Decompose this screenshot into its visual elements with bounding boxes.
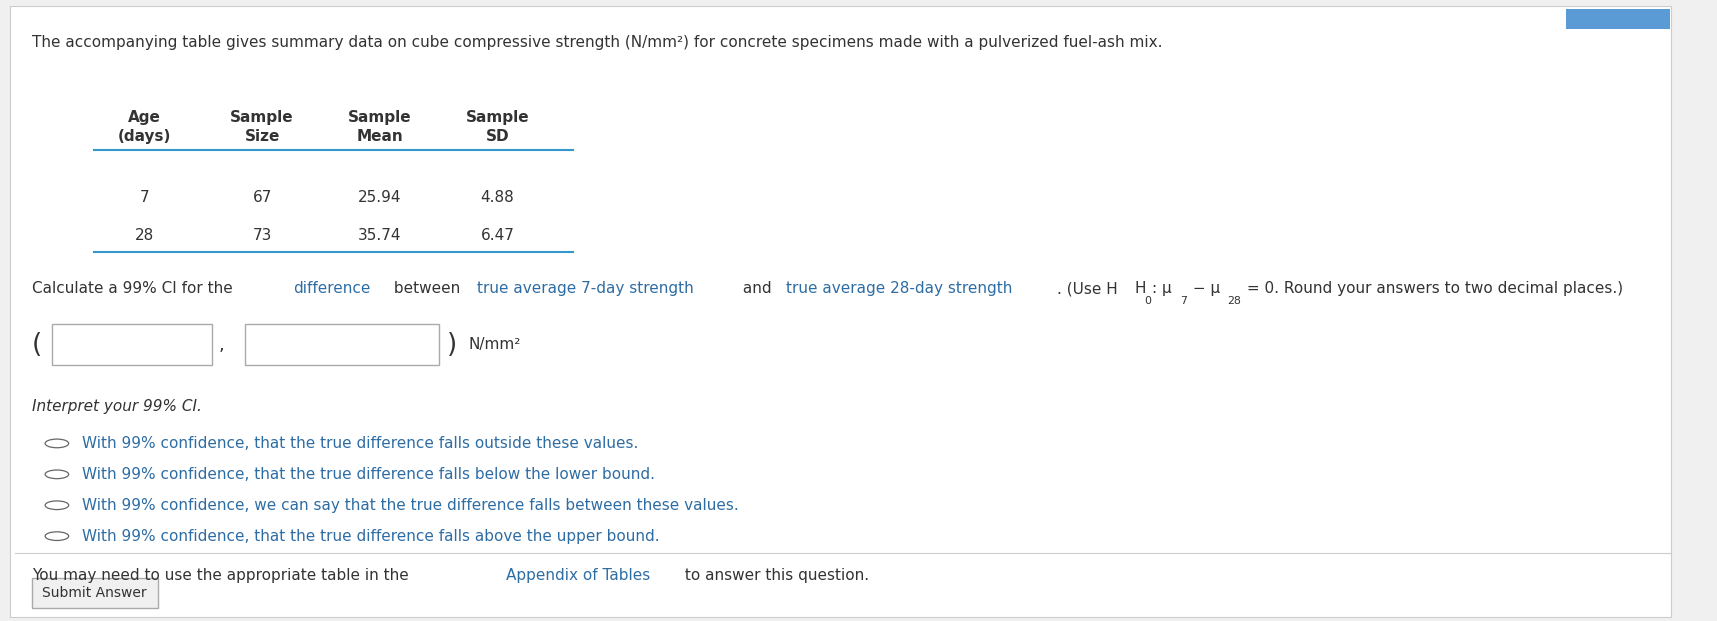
Text: = 0. Round your answers to two decimal places.): = 0. Round your answers to two decimal p… [1243,281,1624,296]
Text: With 99% confidence, that the true difference falls above the upper bound.: With 99% confidence, that the true diffe… [82,528,659,543]
Text: 7: 7 [139,191,149,206]
Text: . (Use H: . (Use H [1056,281,1118,296]
Text: H: H [1135,281,1145,296]
Text: Appendix of Tables: Appendix of Tables [505,568,649,582]
Text: difference: difference [294,281,371,296]
Text: 6.47: 6.47 [481,227,515,243]
Text: 7: 7 [1181,296,1188,306]
Text: With 99% confidence, that the true difference falls below the lower bound.: With 99% confidence, that the true diffe… [82,467,656,482]
FancyBboxPatch shape [246,324,438,365]
Circle shape [45,439,69,448]
Text: : μ: : μ [1152,281,1171,296]
Text: Submit Answer: Submit Answer [43,586,148,600]
Text: Calculate a 99% CI for the: Calculate a 99% CI for the [31,281,237,296]
Text: 25.94: 25.94 [359,191,402,206]
Text: ): ) [446,332,457,358]
Text: and: and [738,281,776,296]
Text: 28: 28 [134,227,155,243]
Text: ,: , [218,335,225,353]
Text: true average 28-day strength: true average 28-day strength [786,281,1013,296]
Text: With 99% confidence, we can say that the true difference falls between these val: With 99% confidence, we can say that the… [82,498,738,513]
Text: With 99% confidence, that the true difference falls outside these values.: With 99% confidence, that the true diffe… [82,436,639,451]
Circle shape [45,470,69,479]
Text: Sample
Size: Sample Size [230,110,294,143]
Text: Age
(days): Age (days) [118,110,172,143]
FancyBboxPatch shape [52,324,211,365]
Text: Sample
Mean: Sample Mean [349,110,412,143]
Circle shape [45,501,69,510]
Text: 73: 73 [252,227,271,243]
Text: Sample
SD: Sample SD [465,110,529,143]
Text: 28: 28 [1228,296,1241,306]
Text: Interpret your 99% CI.: Interpret your 99% CI. [31,399,201,414]
Text: between: between [390,281,465,296]
Text: N/mm²: N/mm² [469,337,522,352]
Text: − μ: − μ [1188,281,1221,296]
Text: (: ( [31,332,41,358]
Text: to answer this question.: to answer this question. [680,568,869,582]
Text: 35.74: 35.74 [359,227,402,243]
Text: The accompanying table gives summary data on cube compressive strength (N/mm²) f: The accompanying table gives summary dat… [31,35,1162,50]
Text: 0: 0 [1144,296,1150,306]
FancyBboxPatch shape [31,578,158,609]
Text: true average 7-day strength: true average 7-day strength [477,281,694,296]
FancyBboxPatch shape [1566,9,1671,29]
FancyBboxPatch shape [10,6,1671,617]
Circle shape [45,532,69,540]
Text: You may need to use the appropriate table in the: You may need to use the appropriate tabl… [31,568,414,582]
Text: 67: 67 [252,191,271,206]
Text: 4.88: 4.88 [481,191,515,206]
